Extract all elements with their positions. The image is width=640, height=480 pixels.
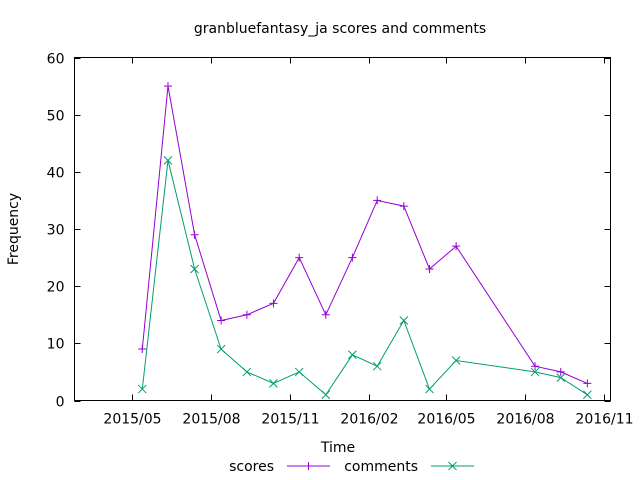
y-tick-label: 50 (47, 109, 65, 125)
x-tick-label: 2015/08 (182, 412, 240, 428)
y-tick-label: 30 (47, 223, 65, 239)
data-point-scores (452, 242, 461, 251)
x-tick-label: 2015/11 (261, 412, 319, 428)
chart-title: granbluefantasy_ja scores and comments (194, 21, 486, 37)
data-point-scores (556, 367, 565, 376)
data-point-comments (321, 390, 331, 400)
data-point-comments (242, 367, 252, 377)
data-point-comments (582, 390, 592, 400)
series-line-scores (141, 86, 588, 384)
x-tick-label: 2016/02 (340, 412, 398, 428)
data-point-comments (451, 356, 461, 365)
data-point-scores (399, 202, 408, 211)
series-line-comments (141, 160, 588, 396)
legend-marker-scores (304, 462, 313, 470)
data-point-comments (190, 264, 199, 274)
data-point-scores (217, 316, 226, 325)
y-tick-label: 60 (47, 52, 65, 68)
series-comments (137, 156, 592, 400)
y-tick-label: 20 (47, 280, 65, 296)
x-tick-label: 2016/05 (417, 412, 475, 428)
data-point-comments (216, 344, 226, 354)
data-point-scores (242, 310, 251, 319)
data-point-comments (137, 384, 147, 394)
data-point-comments (425, 384, 434, 394)
data-point-comments (530, 367, 540, 377)
data-point-scores (295, 253, 304, 262)
legend-marker-comments (448, 461, 457, 471)
x-tick-label: 2015/05 (103, 412, 161, 428)
data-point-scores (348, 253, 357, 262)
data-point-scores (321, 310, 330, 319)
series-scores (138, 82, 592, 388)
y-tick-label: 0 (56, 395, 65, 411)
data-point-comments (399, 316, 409, 325)
data-point-scores (583, 379, 592, 388)
x-axis-label: Time (320, 440, 355, 456)
data-point-comments (348, 350, 357, 360)
data-point-scores (425, 265, 434, 274)
x-tick-label: 2016/08 (496, 412, 554, 428)
y-axis: 0 10 20 30 40 50 60 (47, 52, 611, 411)
data-point-scores (269, 299, 278, 308)
data-point-comments (372, 361, 382, 371)
data-point-scores (373, 196, 382, 205)
data-point-comments (556, 373, 566, 382)
data-point-comments (269, 378, 278, 388)
legend: scores comments (229, 459, 474, 475)
y-tick-label: 10 (47, 337, 65, 353)
data-point-comments (294, 367, 304, 377)
x-tick-label: 2016/11 (575, 412, 633, 428)
y-axis-label: Frequency (6, 193, 22, 265)
data-point-scores (138, 345, 147, 354)
legend-label-comments: comments (344, 459, 418, 475)
data-point-scores (163, 82, 172, 91)
data-point-comments (163, 156, 173, 165)
plot-frame (74, 57, 611, 401)
data-point-scores (531, 362, 540, 371)
data-point-scores (190, 230, 199, 239)
y-tick-label: 40 (47, 166, 65, 182)
series-layer (137, 82, 592, 400)
x-axis: 2015/05 2015/08 2015/11 2016/02 2016/05 2016/… (103, 57, 634, 428)
legend-label-scores: scores (229, 459, 274, 475)
